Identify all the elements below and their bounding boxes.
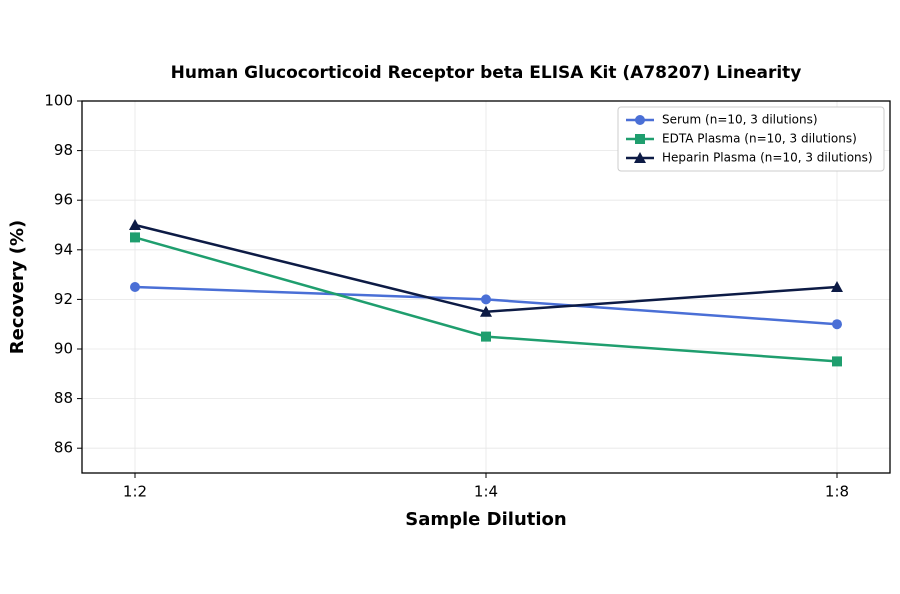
marker xyxy=(635,134,645,144)
x-tick-label: 1:2 xyxy=(123,483,147,501)
legend-label: Heparin Plasma (n=10, 3 dilutions) xyxy=(662,151,873,165)
marker xyxy=(634,152,646,163)
chart-title: Human Glucocorticoid Receptor beta ELISA… xyxy=(171,63,802,83)
x-axis-label: Sample Dilution xyxy=(405,509,566,530)
y-tick-label: 88 xyxy=(54,389,73,407)
legend-label: Serum (n=10, 3 dilutions) xyxy=(662,113,818,127)
y-tick-label: 86 xyxy=(54,439,73,457)
marker xyxy=(129,219,141,230)
marker xyxy=(481,331,491,342)
marker xyxy=(480,305,492,317)
marker xyxy=(635,115,645,125)
marker xyxy=(130,282,140,292)
y-tick-label: 98 xyxy=(54,141,73,159)
plot-frame xyxy=(81,100,891,474)
marker xyxy=(481,294,491,305)
y-tick-label: 90 xyxy=(54,340,73,358)
x-tick-label: 1:8 xyxy=(825,483,849,501)
y-tick-label: 94 xyxy=(54,240,73,258)
marker xyxy=(130,232,140,243)
legend-box xyxy=(617,106,885,172)
legend-label: EDTA Plasma (n=10, 3 dilutions) xyxy=(662,132,857,146)
y-axis-label: Recovery (%) xyxy=(7,220,28,354)
x-tick-label: 1:4 xyxy=(474,483,498,501)
marker xyxy=(832,356,842,367)
y-tick-label: 92 xyxy=(54,290,73,308)
y-tick-label: 96 xyxy=(54,191,73,209)
marker xyxy=(832,319,842,330)
marker xyxy=(831,281,843,292)
y-tick-label: 100 xyxy=(44,92,73,110)
